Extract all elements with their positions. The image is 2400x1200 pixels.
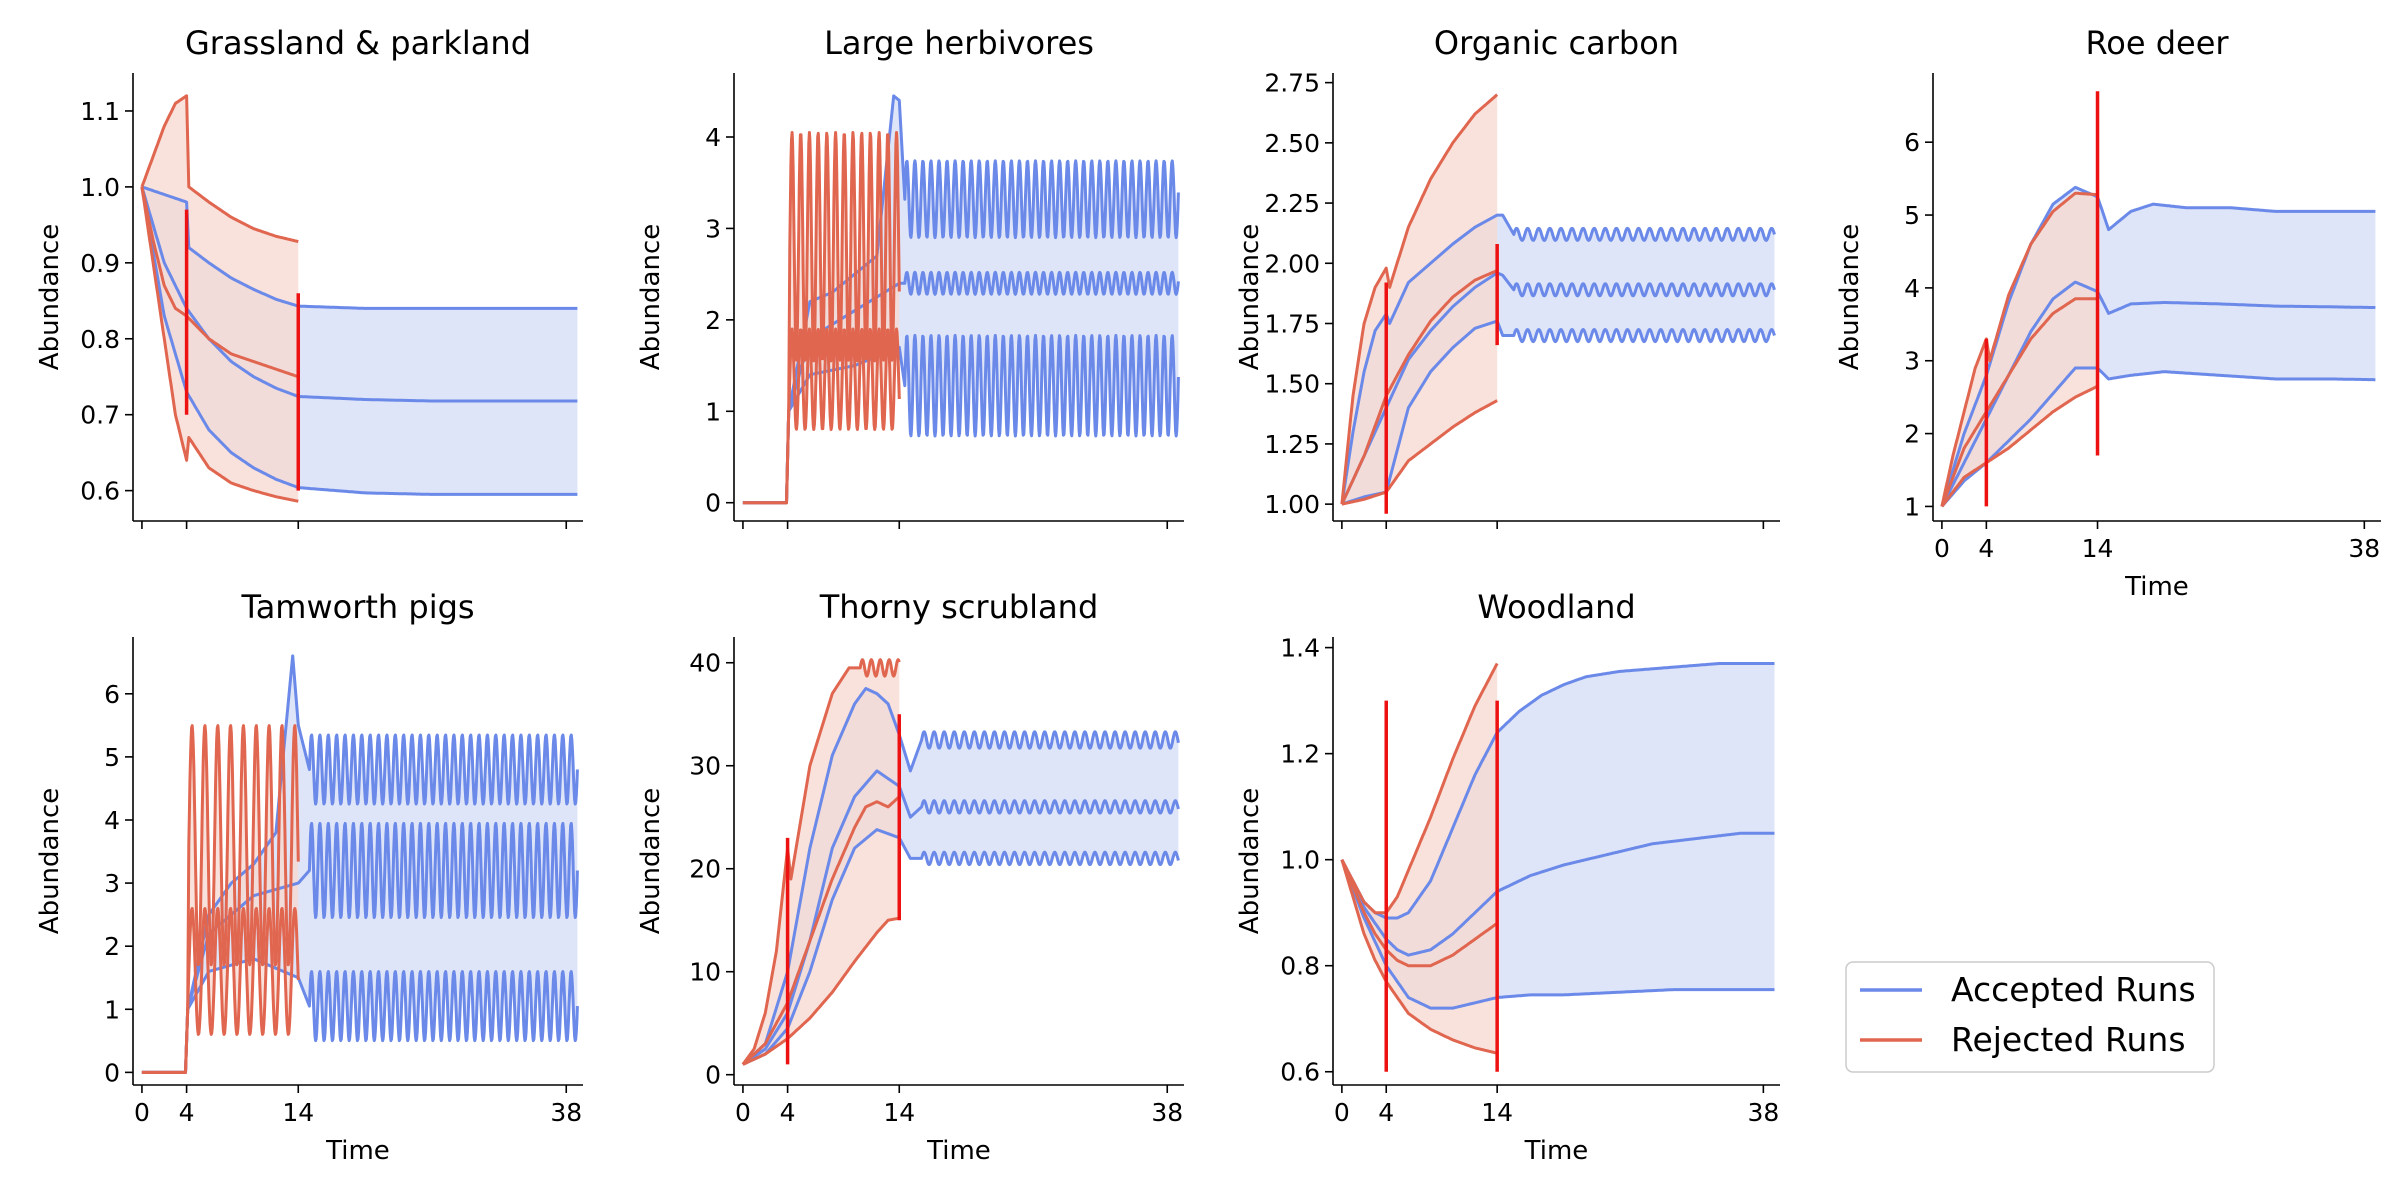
x-tick-label: 14 [282,1098,314,1127]
panel-title: Tamworth pigs [240,588,474,626]
y-tick-label: 20 [689,855,721,884]
panel-title: Organic carbon [1434,24,1679,62]
x-axis-label: Time [325,1136,390,1166]
panel-1: Grassland & parkland 0.6 0.7 0.8 0.9 1.0 1.1 Ab… [35,24,583,529]
x-tick-label: 14 [2082,534,2114,563]
panel-3: Organic carbon 1.00 1.25 1.50 1.75 2.00 2.25 2.… [1235,24,1780,529]
y-tick-label: 30 [689,752,721,781]
y-tick-label: 0 [705,1061,721,1090]
panel-title: Woodland [1477,588,1635,626]
y-axis-label: Abundance [1235,224,1265,370]
y-tick-label: 2.75 [1264,69,1320,98]
y-tick-label: 2 [1904,420,1920,449]
panel-title: Thorny scrubland [819,588,1099,626]
y-tick-label: 40 [689,649,721,678]
y-tick-label: 2 [104,932,120,961]
rejected-band [1342,95,1497,504]
y-tick-label: 2 [705,306,721,335]
y-tick-label: 1.2 [1280,740,1320,769]
y-tick-label: 0.8 [80,325,120,354]
y-tick-label: 2.25 [1264,189,1320,218]
y-tick-label: 0.6 [1280,1058,1320,1087]
x-tick-label: 0 [1934,534,1950,563]
y-axis-label: Abundance [1835,224,1865,370]
y-tick-label: 0.8 [1280,952,1320,981]
y-tick-label: 5 [1904,201,1920,230]
y-tick-label: 1 [1904,492,1920,521]
y-tick-label: 1.4 [1280,634,1320,663]
y-tick-label: 1 [705,397,721,426]
x-axis-label: Time [2124,572,2189,602]
y-tick-label: 1.1 [80,97,120,126]
y-tick-label: 2.00 [1264,249,1320,278]
x-tick-label: 14 [1481,1098,1513,1127]
y-tick-label: 1.75 [1264,309,1320,338]
panel-5: Tamworth pigs01234560 4 14 38AbundanceTime [35,588,583,1166]
x-tick-label: 4 [1978,534,1994,563]
y-tick-label: 1.0 [80,173,120,202]
x-axis-label: Time [926,1136,991,1166]
legend-label-accepted: Accepted Runs [1951,970,2196,1009]
rejected-series-upper [743,133,899,503]
y-axis-label: Abundance [636,788,666,934]
panel-2: Large herbivores 0 1 2 3 4 Abundance [636,24,1184,529]
legend-label-rejected: Rejected Runs [1951,1020,2186,1059]
y-tick-label: 4 [104,806,120,835]
x-axis-label: Time [1524,1136,1589,1166]
y-tick-label: 0.9 [80,249,120,278]
y-tick-label: 10 [689,958,721,987]
x-tick-label: 4 [179,1098,195,1127]
y-tick-label: 2.50 [1264,129,1320,158]
x-tick-label: 38 [1151,1098,1183,1127]
y-tick-label: 5 [104,743,120,772]
x-tick-label: 38 [2348,534,2380,563]
x-tick-label: 14 [883,1098,915,1127]
y-tick-label: 0 [104,1058,120,1087]
x-tick-label: 4 [780,1098,796,1127]
panel-7: Woodland 0.6 0.8 1.0 1.2 1.4 0 4 14 38 Abundance Ti… [1235,588,1780,1166]
y-tick-label: 6 [1904,128,1920,157]
y-tick-label: 3 [705,214,721,243]
x-tick-label: 38 [1747,1098,1779,1127]
y-axis-label: Abundance [35,788,65,934]
y-tick-label: 1.00 [1264,490,1320,519]
y-tick-label: 4 [1904,274,1920,303]
y-tick-label: 0 [705,489,721,518]
y-tick-label: 0.7 [80,401,120,430]
y-tick-label: 1.50 [1264,370,1320,399]
x-tick-label: 0 [134,1098,150,1127]
legend: Accepted Runs Rejected Runs [1846,962,2214,1072]
rejected-band [1342,664,1497,1054]
y-tick-label: 4 [705,123,721,152]
y-tick-label: 1.25 [1264,430,1320,459]
panel-4: Roe deer1234560 4 14 38AbundanceTime [1835,24,2381,602]
panel-title: Large herbivores [824,24,1094,62]
panel-title: Roe deer [2085,24,2229,62]
y-tick-label: 0.6 [80,477,120,506]
panel-title: Grassland & parkland [185,24,531,62]
x-tick-label: 0 [1334,1098,1350,1127]
x-tick-label: 0 [735,1098,751,1127]
y-axis-label: Abundance [35,224,65,370]
y-axis-label: Abundance [1235,788,1265,934]
y-tick-label: 1.0 [1280,846,1320,875]
y-tick-label: 1 [104,995,120,1024]
y-tick-label: 3 [104,869,120,898]
y-tick-label: 6 [104,680,120,709]
x-tick-label: 4 [1378,1098,1394,1127]
y-axis-label: Abundance [636,224,666,370]
y-tick-label: 3 [1904,347,1920,376]
x-tick-label: 38 [550,1098,582,1127]
